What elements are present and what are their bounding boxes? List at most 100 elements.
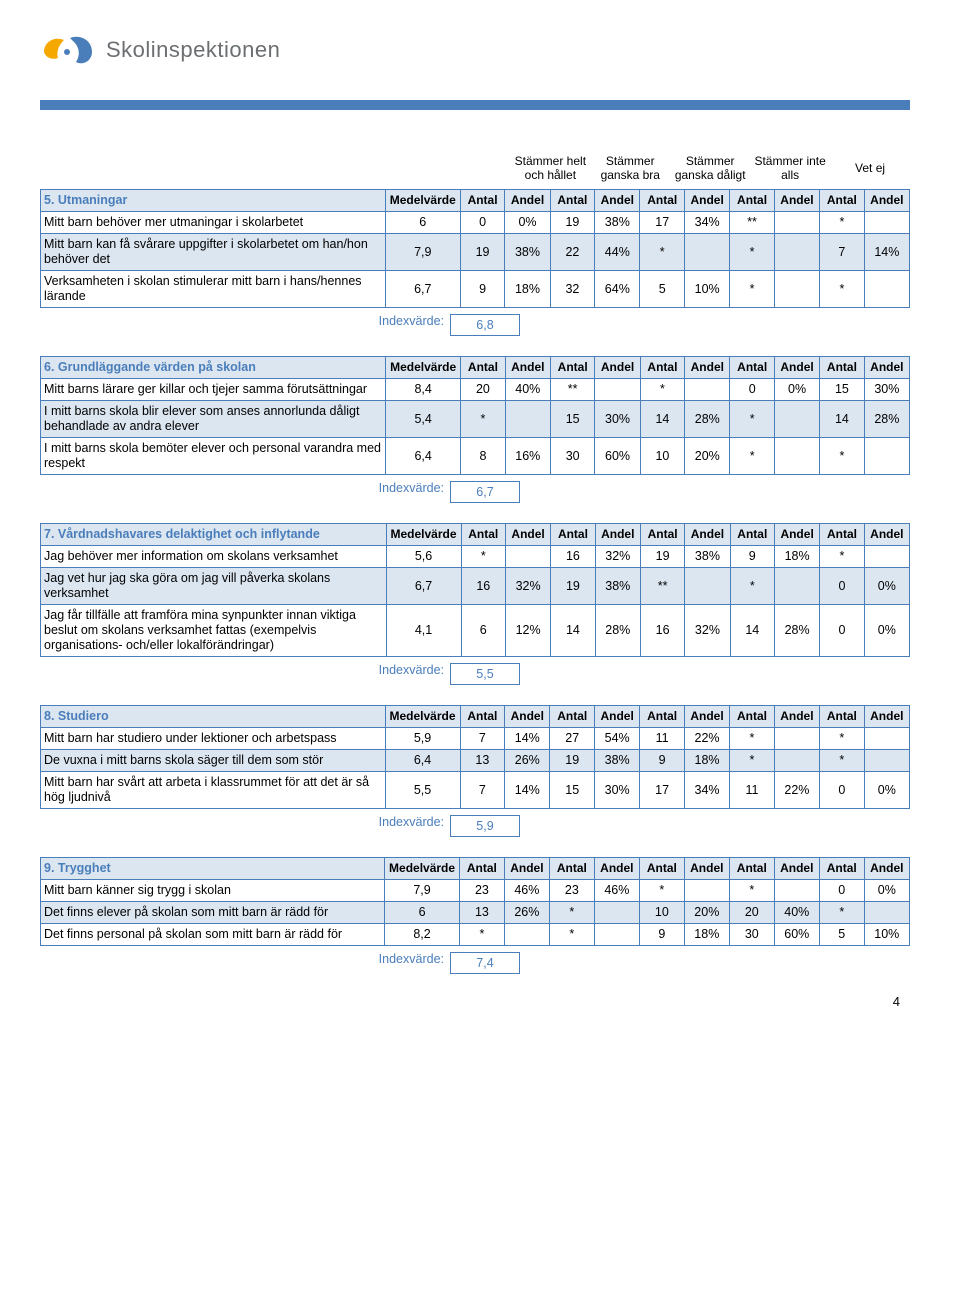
cell: * [730,567,774,604]
section-title: 9. Trygghet [41,857,385,879]
cell: 0 [820,604,864,656]
cell [774,270,819,307]
cell: * [819,901,864,923]
cell: 5,5 [385,771,460,808]
cell: 20 [729,901,774,923]
sub-col-header: Andel [685,356,730,378]
sub-col-header: Andel [774,857,819,879]
sub-col-header: Andel [594,857,639,879]
cell: 18% [684,749,729,771]
cell: * [730,749,775,771]
cell: 15 [550,771,595,808]
cell [774,727,819,749]
cell [684,879,729,901]
cell: * [550,901,595,923]
cell: 30% [595,771,640,808]
cell: 19 [550,211,595,233]
sub-col-header: Antal [730,705,775,727]
sub-col-header: Medelvärde [386,356,461,378]
cell: 26% [504,901,549,923]
sub-col-header: Andel [595,523,640,545]
cell: 46% [504,879,549,901]
sub-col-header: Medelvärde [386,523,461,545]
cell: 54% [595,727,640,749]
cell: 20 [461,378,506,400]
cell: * [730,400,775,437]
cell [774,749,819,771]
header-divider-bar [40,100,910,110]
row-label: I mitt barns skola bemöter elever och pe… [41,437,386,474]
cell: 7 [820,233,865,270]
cell: 5 [819,923,864,945]
cell: 13 [460,901,505,923]
logo-text: Skolinspektionen [106,37,280,63]
cell: 28% [685,400,730,437]
cell: 5,9 [385,727,460,749]
cell: 15 [820,378,865,400]
row-label: Jag behöver mer information om skolans v… [41,545,387,567]
row-label: Det finns elever på skolan som mitt barn… [41,901,385,923]
sub-col-header: Andel [775,523,820,545]
sub-col-header: Antal [461,356,506,378]
sub-col-header: Antal [550,189,595,211]
sub-col-header: Antal [460,189,505,211]
col-header-2: Stämmer ganska bra [590,150,670,187]
cell [685,233,730,270]
table-row: Jag får tillfälle att framföra mina synp… [41,604,910,656]
cell: ** [550,378,595,400]
cell: 40% [774,901,819,923]
cell: 23 [550,879,595,901]
sub-col-header: Andel [774,356,819,378]
cell: 9 [640,923,685,945]
cell [864,211,909,233]
sub-col-header: Andel [595,705,640,727]
cell: * [461,400,506,437]
cell: 19 [460,233,505,270]
sub-col-header: Antal [550,705,595,727]
index-label: Indexvärde: [40,952,450,974]
table-row: Det finns elever på skolan som mitt barn… [41,901,910,923]
table-row: Mitt barn har svårt att arbeta i klassru… [41,771,910,808]
cell: 23 [460,879,505,901]
index-value: 6,7 [450,481,520,503]
cell: 10 [640,437,685,474]
cell: 17 [640,771,685,808]
col-header-1: Stämmer helt och hållet [510,150,590,187]
cell: 32 [550,270,595,307]
cell: 32% [595,545,640,567]
table-row: Mitt barns lärare ger killar och tjejer … [41,378,910,400]
row-label: Mitt barn kan få svårare uppgifter i sko… [41,233,386,270]
row-label: Jag får tillfälle att framföra mina synp… [41,604,387,656]
cell: * [820,437,865,474]
cell: 22% [774,771,819,808]
cell: 15 [550,400,595,437]
sub-col-header: Antal [550,857,595,879]
sub-col-header: Antal [820,705,865,727]
cell: 28% [595,604,640,656]
table-row: Jag vet hur jag ska göra om jag vill påv… [41,567,910,604]
cell [774,400,819,437]
sub-col-header: Antal [730,189,775,211]
sub-col-header: Antal [820,523,864,545]
cell: * [640,378,685,400]
cell: * [461,545,505,567]
row-label: De vuxna i mitt barns skola säger till d… [41,749,386,771]
cell: 14 [640,400,685,437]
cell: 18% [684,923,729,945]
cell: 6 [385,211,460,233]
sub-col-header: Andel [774,189,819,211]
cell: 16 [551,545,595,567]
index-label: Indexvärde: [40,481,450,503]
row-label: Mitt barn känner sig trygg i skolan [41,879,385,901]
row-label: Jag vet hur jag ska göra om jag vill påv… [41,567,387,604]
row-label: Mitt barn har svårt att arbeta i klassru… [41,771,386,808]
cell [864,727,909,749]
table-row: Verksamheten i skolan stimulerar mitt ba… [41,270,910,307]
sub-col-header: Antal [551,523,595,545]
cell: 19 [640,545,684,567]
cell: 8,2 [385,923,460,945]
cell: 14 [551,604,595,656]
col-header-5: Vet ej [830,150,910,187]
cell: 10% [864,923,909,945]
cell: 40% [505,378,550,400]
